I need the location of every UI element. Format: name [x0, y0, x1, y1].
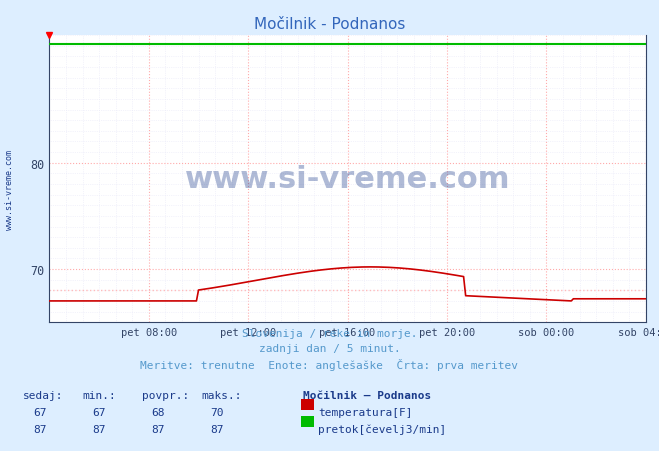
Text: 68: 68	[152, 407, 165, 417]
Text: maks.:: maks.:	[201, 390, 241, 400]
Text: 70: 70	[211, 407, 224, 417]
Text: pretok[čevelj3/min]: pretok[čevelj3/min]	[318, 424, 447, 434]
Text: 87: 87	[152, 424, 165, 434]
Text: zadnji dan / 5 minut.: zadnji dan / 5 minut.	[258, 343, 401, 353]
Text: Močilnik - Podnanos: Močilnik - Podnanos	[254, 17, 405, 32]
Text: sedaj:: sedaj:	[23, 390, 63, 400]
Text: min.:: min.:	[82, 390, 116, 400]
Text: temperatura[F]: temperatura[F]	[318, 407, 413, 417]
Text: 67: 67	[33, 407, 46, 417]
Text: 87: 87	[211, 424, 224, 434]
Text: 87: 87	[33, 424, 46, 434]
Text: 87: 87	[92, 424, 105, 434]
Text: Močilnik – Podnanos: Močilnik – Podnanos	[303, 390, 432, 400]
Text: Slovenija / reke in morje.: Slovenija / reke in morje.	[242, 328, 417, 338]
Text: Meritve: trenutne  Enote: anglešaške  Črta: prva meritev: Meritve: trenutne Enote: anglešaške Črta…	[140, 358, 519, 370]
Text: www.si-vreme.com: www.si-vreme.com	[5, 150, 14, 229]
Text: povpr.:: povpr.:	[142, 390, 189, 400]
Text: www.si-vreme.com: www.si-vreme.com	[185, 165, 510, 194]
Text: 67: 67	[92, 407, 105, 417]
